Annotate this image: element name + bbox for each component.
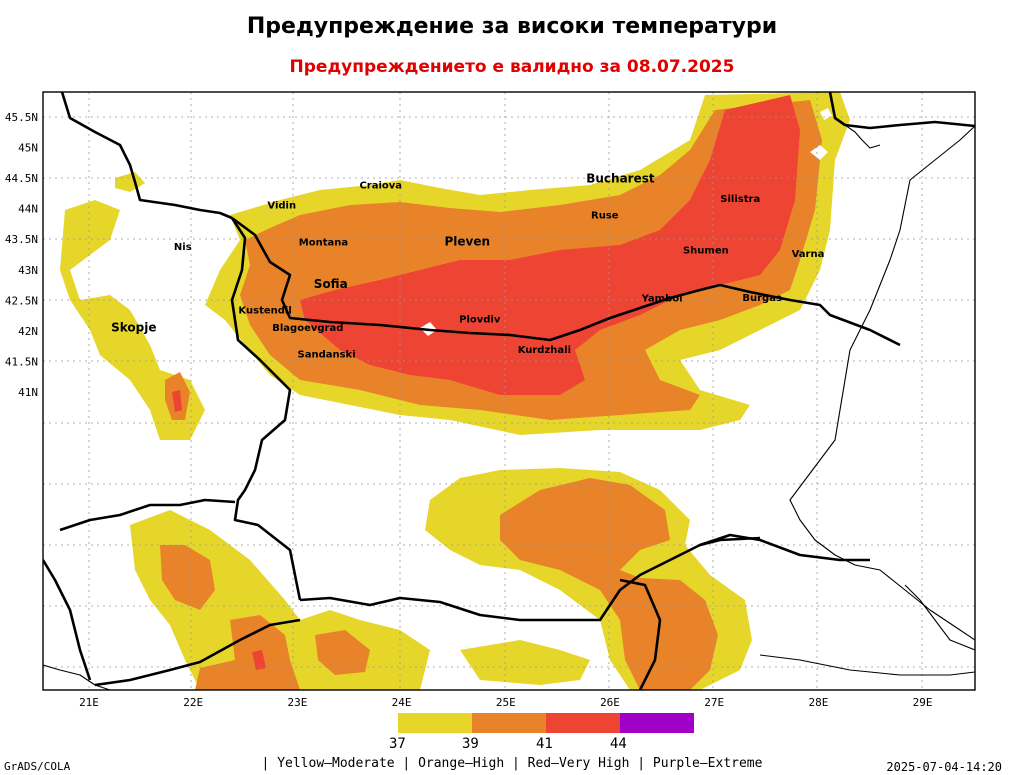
lon-tick-label: 22E [183,696,203,709]
legend-swatch-orange [472,713,546,733]
lat-tick-label: 45.5N [5,111,38,124]
zone-red-nis [172,390,182,412]
zone-orange-south2 [315,630,370,675]
lat-tick-label: 44N [18,203,38,216]
lat-tick-label: 43N [18,264,38,277]
lon-tick-label: 21E [79,696,99,709]
coast-bosphorus [904,584,975,651]
legend-threshold-37: 37 [389,736,406,752]
legend-threshold-44: 44 [610,736,627,752]
border-turkey-bulgaria [699,536,761,547]
lon-tick-label: 27E [704,696,724,709]
zone-red-danube [300,95,800,395]
lat-tick-label: 43.5N [5,233,38,246]
border-serbia-romania [60,92,233,220]
zone-orange-skopje [160,545,215,610]
coast-aegean [43,664,111,690]
country-borders [43,92,975,690]
city-label-vidin: Vidin [267,201,296,212]
validity-subtitle: Предупреждението е валидно за 08.07.2025 [289,57,735,77]
city-label-kurdzhali: Kurdzhali [518,345,571,356]
city-label-nis: Nis [174,242,192,253]
zone-orange-south [195,615,300,690]
lat-tick-label: 42.5N [5,294,38,307]
border-greece-bulgaria [299,533,870,622]
legend-threshold-41: 41 [536,736,553,752]
lat-tick-label: 42N [18,325,38,338]
city-label-bucharest: Bucharest [586,171,655,185]
lat-tick-label: 41.5N [5,355,38,368]
city-label-shumen: Shumen [683,245,729,256]
city-label-plovdiv: Plovdiv [459,314,501,325]
city-labels: Craiova Bucharest Silistra Vidin Ruse Montana… [111,171,824,360]
lon-tick-label: 28E [808,696,828,709]
city-label-blagoevgrad: Blagoevgrad [272,323,343,334]
source-label: GrADS/COLA [4,760,71,773]
border-macedonia-greece [94,618,301,687]
legend-swatch-red [546,713,620,733]
lat-tick-label: 44.5N [5,172,38,185]
warning-zones: Craiova Bucharest Silistra Vidin Ruse Montana… [43,92,975,690]
legend-colorbar [398,713,694,733]
grid-lines [43,92,975,690]
border-turkey-greece [619,578,662,690]
city-label-yambol: Yambol [641,294,683,305]
city-label-skopje: Skopje [111,320,156,334]
border-north-macedonia [59,498,236,532]
zone-hole [810,145,828,160]
lon-tick-label: 26E [600,696,620,709]
city-label-varna: Varna [792,249,825,260]
border-romania-moldova [828,92,975,130]
border-serbia-bulgaria [230,217,302,601]
lon-tick-label: 29E [913,696,933,709]
legend-threshold-39: 39 [462,736,479,752]
page-title: Предупреждение за високи температури [246,14,778,39]
city-label-ruse: Ruse [591,210,619,221]
zone-yellow-south-spot [460,640,590,685]
city-label-craiova: Craiova [359,180,402,191]
lon-tick-label: 24E [392,696,412,709]
legend-description: | Yellow–Moderate | Orange–High | Red–Ve… [261,756,763,771]
latitude-axis: 45.5N 45N 44.5N 44N 43.5N 43N 42.5N 42N 41.5N 41N [5,111,38,399]
zone-red-south [252,650,266,670]
lat-tick-label: 41N [18,386,38,399]
city-label-silistra: Silistra [720,194,760,205]
border-albania [43,559,92,681]
city-label-sandanski: Sandanski [298,350,356,361]
city-label-burgas: Burgas [742,293,782,304]
coast-black-sea [789,125,975,641]
lon-tick-label: 25E [496,696,516,709]
lat-tick-label: 45N [18,142,38,155]
city-label-kustendil: Kustendil [238,306,291,317]
city-label-sofia: Sofia [314,277,348,291]
coast-marmara [759,654,975,676]
border-danube-romania [231,216,901,347]
legend-swatch-yellow [398,713,472,733]
lon-tick-label: 23E [287,696,307,709]
timestamp-label: 2025-07-04-14:20 [886,760,1002,774]
coast-delta [844,124,881,149]
city-label-montana: Montana [299,237,348,248]
map-frame [42,91,976,691]
coastlines [43,124,975,690]
city-label-pleven: Pleven [444,234,490,248]
legend-swatch-purple [620,713,694,733]
longitude-axis: 21E 22E 23E 24E 25E 26E 27E 28E 29E [79,696,932,709]
